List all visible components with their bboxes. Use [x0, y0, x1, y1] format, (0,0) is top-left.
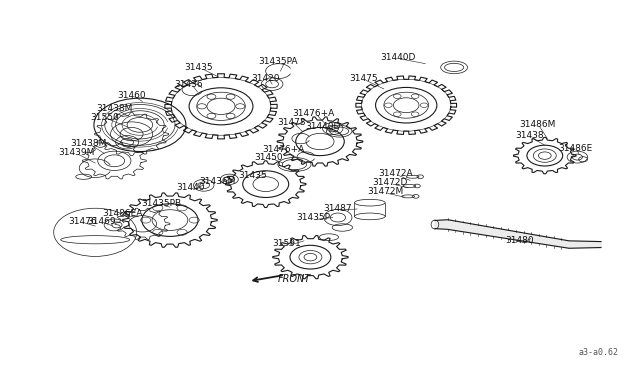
Text: 31438M: 31438M — [96, 104, 132, 113]
Text: 31435: 31435 — [184, 63, 213, 72]
Text: 31475: 31475 — [349, 74, 378, 83]
Text: 31472M: 31472M — [367, 187, 403, 196]
Text: 31440D: 31440D — [380, 52, 415, 61]
Text: 31469: 31469 — [87, 217, 116, 226]
Text: 31438M: 31438M — [70, 139, 107, 148]
Text: 31486M: 31486M — [519, 121, 556, 129]
Text: 31480: 31480 — [505, 236, 534, 246]
Text: FRONT: FRONT — [278, 275, 311, 284]
Text: 31420: 31420 — [252, 74, 280, 83]
Text: 31550: 31550 — [90, 113, 119, 122]
Text: 31439M: 31439M — [58, 148, 94, 157]
Text: 31450: 31450 — [255, 153, 284, 161]
Text: 31473: 31473 — [277, 118, 305, 127]
Text: 31472A: 31472A — [378, 169, 413, 177]
Text: 31486EA: 31486EA — [102, 209, 142, 218]
Text: 31440: 31440 — [177, 183, 205, 192]
Text: 31591: 31591 — [273, 239, 301, 248]
Text: 31472D: 31472D — [372, 178, 408, 187]
Text: 31435PA: 31435PA — [259, 57, 298, 66]
Text: 31476+A: 31476+A — [262, 145, 304, 154]
Text: 31487: 31487 — [324, 204, 352, 213]
Polygon shape — [435, 220, 601, 248]
Text: a3-a0.62: a3-a0.62 — [579, 348, 619, 357]
Text: 31435PB: 31435PB — [141, 199, 182, 208]
Text: 31435: 31435 — [239, 171, 268, 180]
Text: 31436: 31436 — [175, 80, 204, 89]
Text: 31460: 31460 — [117, 91, 146, 100]
Text: 31436M: 31436M — [200, 177, 236, 186]
Text: 31440D: 31440D — [305, 122, 341, 131]
Text: 31476+A: 31476+A — [292, 109, 335, 118]
Text: 31476: 31476 — [68, 217, 97, 226]
Text: 31438: 31438 — [515, 131, 544, 141]
Text: 31435P: 31435P — [296, 213, 331, 222]
Text: 31486E: 31486E — [558, 144, 593, 153]
